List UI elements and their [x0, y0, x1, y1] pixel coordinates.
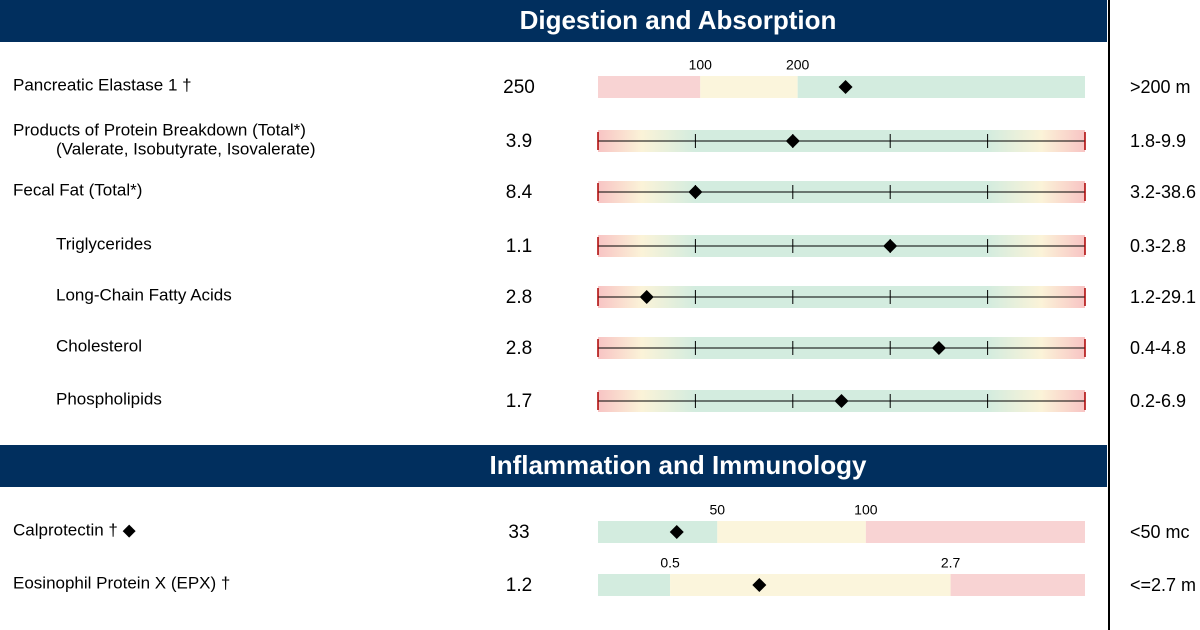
zone-threshold-label: 2.7	[941, 555, 961, 571]
reference-range: >200 m	[1130, 77, 1191, 97]
range-zone	[717, 521, 866, 543]
section-title: Digestion and Absorption	[520, 5, 837, 35]
zone-threshold-label: 0.5	[660, 555, 680, 571]
reference-range: 0.2-6.9	[1130, 391, 1186, 411]
section-header	[0, 445, 1107, 487]
test-name: Calprotectin † ◆	[13, 520, 137, 539]
test-name: Triglycerides	[56, 234, 152, 253]
zone-threshold-label: 50	[710, 502, 726, 518]
test-name: Fecal Fat (Total*)	[13, 180, 142, 199]
result-marker	[883, 239, 898, 253]
test-note: (Valerate, Isobutyrate, Isovalerate)	[56, 139, 316, 158]
reference-range: 0.3-2.8	[1130, 236, 1186, 256]
reference-range: 1.8-9.9	[1130, 131, 1186, 151]
result-marker	[639, 290, 654, 304]
result-marker	[931, 341, 946, 355]
range-zone	[797, 76, 1085, 98]
reference-range: <=2.7 m	[1130, 575, 1196, 595]
range-zone	[598, 521, 718, 543]
test-name: Pancreatic Elastase 1 †	[13, 75, 192, 94]
section-header	[0, 0, 1107, 42]
result-marker	[834, 394, 849, 408]
test-name: Eosinophil Protein X (EPX) †	[13, 573, 230, 592]
range-zone	[700, 76, 798, 98]
range-zone	[950, 574, 1085, 596]
reference-range: 0.4-4.8	[1130, 338, 1186, 358]
range-zone	[598, 574, 671, 596]
zone-threshold-label: 100	[854, 502, 878, 518]
reference-range: 3.2-38.6	[1130, 182, 1196, 202]
result-marker	[669, 525, 684, 539]
test-name: Long-Chain Fatty Acids	[56, 285, 232, 304]
result-value: 250	[503, 77, 535, 98]
result-value: 3.9	[506, 131, 532, 152]
result-value: 33	[508, 522, 529, 543]
result-value: 1.7	[506, 391, 532, 412]
zone-threshold-label: 100	[689, 57, 713, 73]
reference-range: <50 mc	[1130, 522, 1190, 542]
result-marker	[838, 80, 853, 94]
test-name: Phospholipids	[56, 389, 162, 408]
test-name: Products of Protein Breakdown (Total*)	[13, 120, 306, 139]
range-zone	[598, 76, 701, 98]
result-value: 1.1	[506, 236, 532, 257]
section-title: Inflammation and Immunology	[489, 450, 867, 480]
result-marker	[688, 185, 703, 199]
zone-threshold-label: 200	[786, 57, 810, 73]
result-value: 8.4	[506, 182, 533, 203]
test-name: Cholesterol	[56, 336, 142, 355]
result-value: 2.8	[506, 338, 532, 359]
result-value: 1.2	[506, 575, 532, 596]
reference-range: 1.2-29.1	[1130, 287, 1196, 307]
result-value: 2.8	[506, 287, 532, 308]
result-marker	[785, 134, 800, 148]
result-marker	[752, 578, 767, 592]
range-zone	[670, 574, 951, 596]
range-zone	[865, 521, 1085, 543]
